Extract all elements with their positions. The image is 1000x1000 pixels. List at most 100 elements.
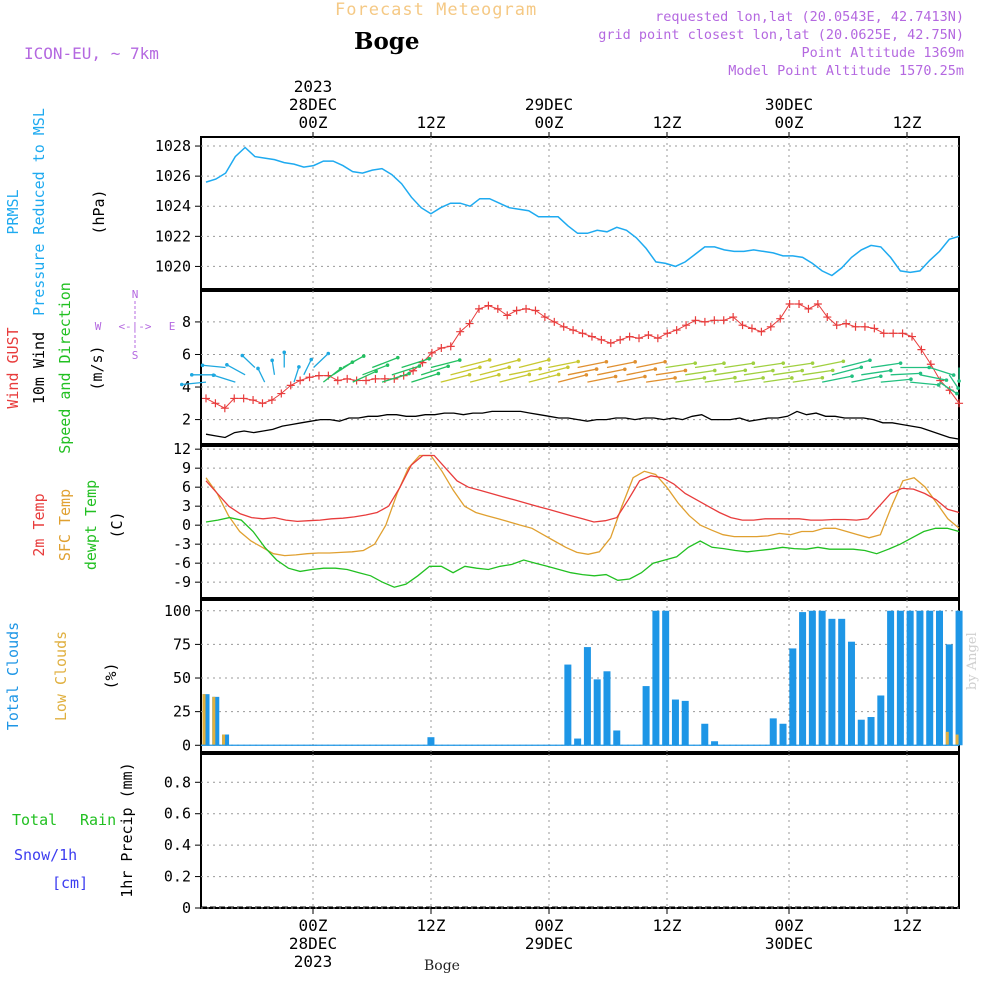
y-tick-label-4: 0 xyxy=(182,736,191,754)
wind-dir-arrowhead xyxy=(800,368,805,373)
wind-dir-arrowhead xyxy=(547,358,551,362)
temp-sfc-label-1: SFC Temp xyxy=(56,489,74,561)
gust-marker xyxy=(249,396,258,405)
gust-marker xyxy=(343,374,352,383)
wind-dir-arrowhead xyxy=(643,374,647,379)
y-tick-label-3: 9 xyxy=(182,459,191,477)
wind-dir-arrow xyxy=(391,365,420,376)
top-hour-label: 12Z xyxy=(417,113,446,132)
wind-dir-arrowhead xyxy=(211,373,216,378)
gust-marker xyxy=(465,319,474,328)
wind-dir-arrowhead xyxy=(810,361,815,365)
wind-dir-arrow xyxy=(213,374,236,383)
wind-dir-arrowhead xyxy=(225,362,229,367)
sfc-temp-line xyxy=(205,454,960,557)
gust-marker xyxy=(456,327,465,336)
gust-marker xyxy=(879,329,888,338)
total-cloud-bar xyxy=(808,610,816,746)
gust-marker xyxy=(719,316,728,325)
top-hour-label: 12Z xyxy=(653,113,682,132)
gust-marker xyxy=(239,394,248,403)
panel-frame-4 xyxy=(200,599,960,753)
pressure-short-label-1: PRMSL xyxy=(4,189,22,234)
wind-dir-arrow xyxy=(890,372,921,376)
grid-point-coords: grid point closest lon,lat (20.0625E, 42… xyxy=(598,27,964,43)
wind-dir-arrowhead xyxy=(576,359,580,364)
pressure-long-label-1: Pressure Reduced to MSL xyxy=(30,108,48,316)
y-tick-label-2: 2 xyxy=(182,411,191,429)
wind-dir-arrow xyxy=(714,369,746,376)
bottom-date-label: 30DEC xyxy=(765,934,813,953)
wind-dir-arrowhead xyxy=(467,372,472,377)
low-cloud-bar xyxy=(212,696,216,746)
wind-dir-arrowhead xyxy=(918,371,923,376)
wind-dir-arrow xyxy=(430,359,460,369)
y-tick-label-4: 100 xyxy=(164,602,191,620)
gust-marker xyxy=(785,300,794,309)
wind-dir-arrowhead xyxy=(878,374,883,379)
y-tick-label-3: -3 xyxy=(173,535,191,553)
gust-marker xyxy=(578,329,587,338)
total-cloud-bar xyxy=(711,741,719,746)
wind-dir-arrow xyxy=(499,373,530,383)
wind-dir-arrow xyxy=(773,369,803,376)
wind-dir-arrow xyxy=(557,374,587,383)
wind-dir-arrowhead xyxy=(594,367,599,371)
wind-dir-arrowhead xyxy=(282,350,287,355)
gust-marker xyxy=(832,321,841,330)
total-cloud-bar xyxy=(574,738,582,746)
wind-dir-arrow xyxy=(782,362,813,369)
gust-marker xyxy=(625,332,634,341)
wind-dir-arrowhead xyxy=(722,361,726,366)
wind-dir-arrowhead xyxy=(436,371,441,376)
wind-dir-arrowhead xyxy=(604,359,609,364)
wind-dir-arrowhead xyxy=(683,368,688,373)
wind-dir-arrowhead xyxy=(200,363,205,368)
wind-dir-arrowhead xyxy=(633,360,637,364)
model-label: ICON-EU, ~ 7km xyxy=(24,44,159,63)
gust-marker xyxy=(729,313,738,322)
wind-dir-arrow xyxy=(518,359,550,369)
gust-marker xyxy=(766,322,775,331)
wind-dir-arrowhead xyxy=(497,372,501,377)
wind-dir-arrowhead xyxy=(396,355,400,360)
gust-marker xyxy=(663,329,672,338)
gust-marker xyxy=(211,399,220,408)
bottom-hour-label: 12Z xyxy=(653,916,682,935)
total-cloud-bar xyxy=(847,641,855,746)
wind-dir-arrowhead xyxy=(702,376,707,380)
gust-marker xyxy=(277,389,286,398)
gust-marker xyxy=(795,300,804,309)
wind-dir-arrowhead xyxy=(743,368,748,373)
total-cloud-bar xyxy=(662,610,670,746)
wind-dir-arrow xyxy=(880,378,912,383)
total-cloud-bar xyxy=(701,723,709,746)
gust-marker xyxy=(851,322,860,331)
gust-marker xyxy=(700,317,709,326)
y-tick-label-5: 0 xyxy=(182,899,191,917)
wind-dir-arrow xyxy=(271,360,276,375)
total-cloud-bar xyxy=(681,700,689,746)
temp-dew-label-1: dewpt Temp xyxy=(82,480,100,570)
gust-marker xyxy=(898,329,907,338)
y-tick-label-5: 0.4 xyxy=(164,836,191,854)
gust-marker xyxy=(362,376,371,385)
wind-dir-arrow xyxy=(743,369,773,376)
wind-dir-arrowhead xyxy=(898,361,903,365)
panel-frame-5 xyxy=(200,753,960,909)
wind-dir-arrowhead xyxy=(457,358,462,362)
wind-dir-arrow xyxy=(939,381,958,395)
wind-dir-arrowhead xyxy=(820,375,825,380)
total-clouds-label-1: Total Clouds xyxy=(4,622,22,730)
top-date-label: 30DEC xyxy=(765,95,813,114)
wind-dir-arrow xyxy=(257,368,266,383)
dir-legend-n: N xyxy=(132,288,139,301)
y-tick-label-5: 0.2 xyxy=(164,868,191,886)
wind-dir-arrowhead xyxy=(868,358,872,363)
wind-dir-arrow xyxy=(812,360,844,369)
wind-dir-arrow xyxy=(411,372,439,383)
wind-dir-arrowhead xyxy=(859,365,864,370)
wind-dir-arrow xyxy=(870,362,901,369)
model-altitude: Model Point Altitude 1570.25m xyxy=(728,63,964,79)
